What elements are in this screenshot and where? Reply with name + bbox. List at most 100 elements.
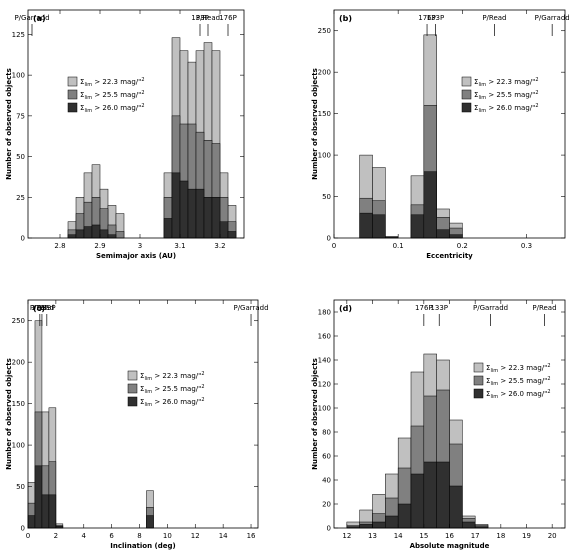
y-tick-label: 250 — [318, 27, 331, 35]
panel-label: (b) — [339, 14, 352, 23]
x-tick-label: 10 — [163, 532, 172, 540]
y-tick-label: 180 — [318, 309, 331, 317]
legend-label: Σlim > 22.3 mag/"2 — [474, 77, 539, 88]
annotation-marker: P/Read — [482, 14, 507, 36]
legend-sigma: Σ — [80, 91, 84, 99]
legend-label: Σlim > 25.5 mag/"2 — [140, 384, 205, 395]
y-tick-label: 200 — [318, 69, 331, 77]
x-tick-label: 3.2 — [214, 242, 225, 250]
annotation-marker: 176P — [219, 14, 237, 36]
legend-label: Σlim > 26.0 mag/"2 — [80, 103, 145, 114]
legend-sub: lim — [84, 95, 92, 101]
legend-text: > 25.5 mag/" — [498, 377, 547, 385]
legend-label: Σlim > 22.3 mag/"2 — [80, 77, 145, 88]
y-tick-label: 140 — [318, 357, 331, 365]
annotation-marker: P/Garradd — [14, 14, 50, 36]
annotation-marker: 133P — [38, 304, 56, 326]
x-tick-label: 4 — [82, 532, 87, 540]
bar — [423, 171, 437, 239]
bar — [462, 521, 476, 529]
legend-sup: 2 — [201, 397, 204, 403]
bar — [410, 214, 425, 239]
x-tick-label: 2.8 — [54, 242, 65, 250]
bar — [67, 234, 77, 239]
x-tick-label: 14 — [394, 532, 403, 540]
y-tick-label: 250 — [12, 317, 25, 325]
legend-sub: lim — [144, 376, 152, 382]
legend-sigma: Σ — [486, 390, 490, 398]
x-tick-label: 12 — [342, 532, 351, 540]
bar — [195, 188, 205, 239]
legend-sup: 2 — [141, 77, 144, 83]
annotation-label: P/Garradd — [473, 304, 508, 312]
legend-sub: lim — [84, 82, 92, 88]
y-tick-label: 100 — [318, 405, 331, 413]
legend-text: > 22.3 mag/" — [152, 372, 201, 380]
panel-label: (a) — [33, 14, 46, 23]
legend-sup: 2 — [535, 77, 538, 83]
bar — [436, 229, 450, 239]
legend-label: Σlim > 25.5 mag/"2 — [474, 90, 539, 101]
x-axis-label: Absolute magnitude — [410, 542, 490, 550]
annotation-marker: P/Garradd — [535, 14, 569, 36]
panel-a: 2.8 2.9 3 3.1 3.2 0 25 50 75 100 125 Semimajor axis… — [5, 9, 245, 260]
x-tick-label: 19 — [522, 532, 531, 540]
y-tick-label: 0 — [21, 235, 25, 243]
annotation-marker: 176P — [415, 304, 433, 326]
y-tick-label: 20 — [322, 501, 331, 509]
legend-sub: lim — [478, 82, 486, 88]
bar — [48, 494, 57, 529]
legend-text: > 26.0 mag/" — [152, 398, 201, 406]
annotation-marker: 176P — [418, 14, 436, 36]
legend-label: Σlim > 22.3 mag/"2 — [140, 371, 205, 382]
bar — [410, 473, 425, 529]
legend-label: Σlim > 26.0 mag/"2 — [486, 389, 551, 400]
x-tick-label: 0.1 — [393, 242, 404, 250]
legend-sub: lim — [84, 108, 92, 114]
y-axis-label: Number of observed objects — [311, 358, 319, 470]
legend-sigma: Σ — [80, 104, 84, 112]
annotation-label: 176P — [219, 14, 237, 22]
bar — [449, 234, 463, 239]
legend-sup: 2 — [547, 376, 550, 382]
bar — [99, 229, 109, 239]
annotation-marker: 133P — [191, 14, 209, 36]
legend-label: Σlim > 26.0 mag/"2 — [474, 103, 539, 114]
x-tick-label: 2 — [54, 532, 58, 540]
legend-label: Σlim > 26.0 mag/"2 — [140, 397, 205, 408]
annotation-label: 176P — [31, 304, 49, 312]
annotation-label: 133P — [430, 304, 448, 312]
x-tick-label: 16 — [445, 532, 454, 540]
legend-sigma: Σ — [140, 385, 144, 393]
x-tick-label: 16 — [247, 532, 256, 540]
series-3 — [346, 461, 489, 529]
legend-sup: 2 — [535, 90, 538, 96]
legend-sup: 2 — [201, 384, 204, 390]
legend-swatch — [461, 102, 472, 113]
x-tick-label: 15 — [419, 532, 428, 540]
legend-sub: lim — [478, 95, 486, 101]
annotation-label: 133P — [38, 304, 56, 312]
legend-swatch — [473, 388, 484, 399]
x-tick-label: 18 — [496, 532, 505, 540]
bar — [203, 197, 213, 239]
annotation-label: 133P — [427, 14, 445, 22]
y-tick-label: 0 — [327, 525, 331, 533]
y-tick-label: 120 — [318, 381, 331, 389]
legend-swatch — [473, 362, 484, 373]
annotation-marker: 133P — [427, 14, 445, 36]
annotation-marker: 176P — [31, 304, 49, 326]
axes-frame — [27, 9, 245, 239]
y-tick-label: 100 — [318, 152, 331, 160]
legend-sup: 2 — [141, 90, 144, 96]
annotation-label: 176P — [418, 14, 436, 22]
panel-label: (d) — [339, 304, 352, 313]
y-tick-label: 0 — [21, 525, 25, 533]
x-tick-label: 17 — [471, 532, 480, 540]
annotation-marker: 133P — [430, 304, 448, 326]
series-3 — [67, 172, 237, 239]
legend-label: Σlim > 25.5 mag/"2 — [80, 90, 145, 101]
bar — [372, 214, 386, 239]
legend-text: > 22.3 mag/" — [92, 78, 141, 86]
